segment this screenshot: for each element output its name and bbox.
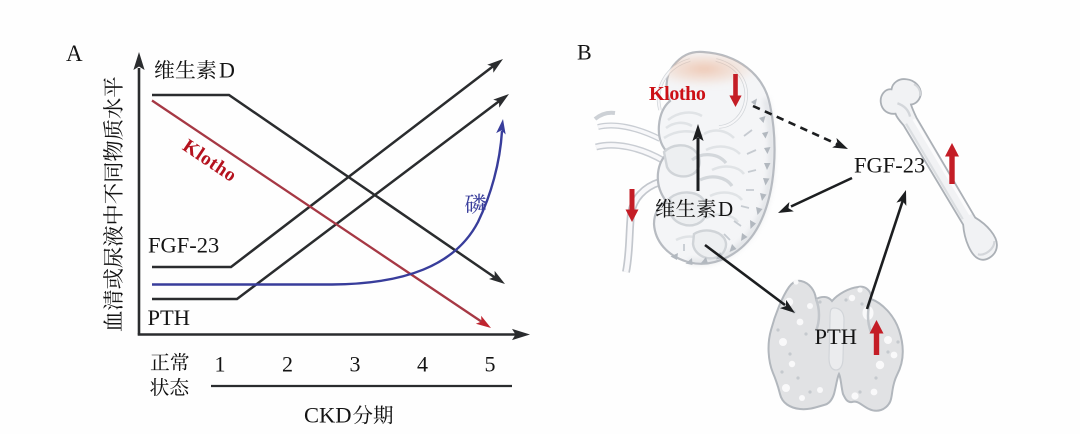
svg-text:Klotho: Klotho <box>649 83 706 105</box>
svg-text:B: B <box>577 40 592 65</box>
svg-text:CKD: CKD <box>304 403 352 428</box>
svg-text:D: D <box>219 58 235 83</box>
svg-text:A: A <box>66 41 83 66</box>
svg-text:1: 1 <box>215 352 226 377</box>
svg-text:D: D <box>718 197 733 221</box>
svg-text:PTH: PTH <box>815 324 858 349</box>
svg-text:PTH: PTH <box>148 305 191 330</box>
svg-text:3: 3 <box>350 352 361 377</box>
svg-text:FGF-23: FGF-23 <box>854 153 925 178</box>
svg-text:FGF-23: FGF-23 <box>148 233 219 258</box>
svg-text:2: 2 <box>282 352 293 377</box>
svg-text:5: 5 <box>485 352 496 377</box>
svg-text:4: 4 <box>417 352 428 377</box>
